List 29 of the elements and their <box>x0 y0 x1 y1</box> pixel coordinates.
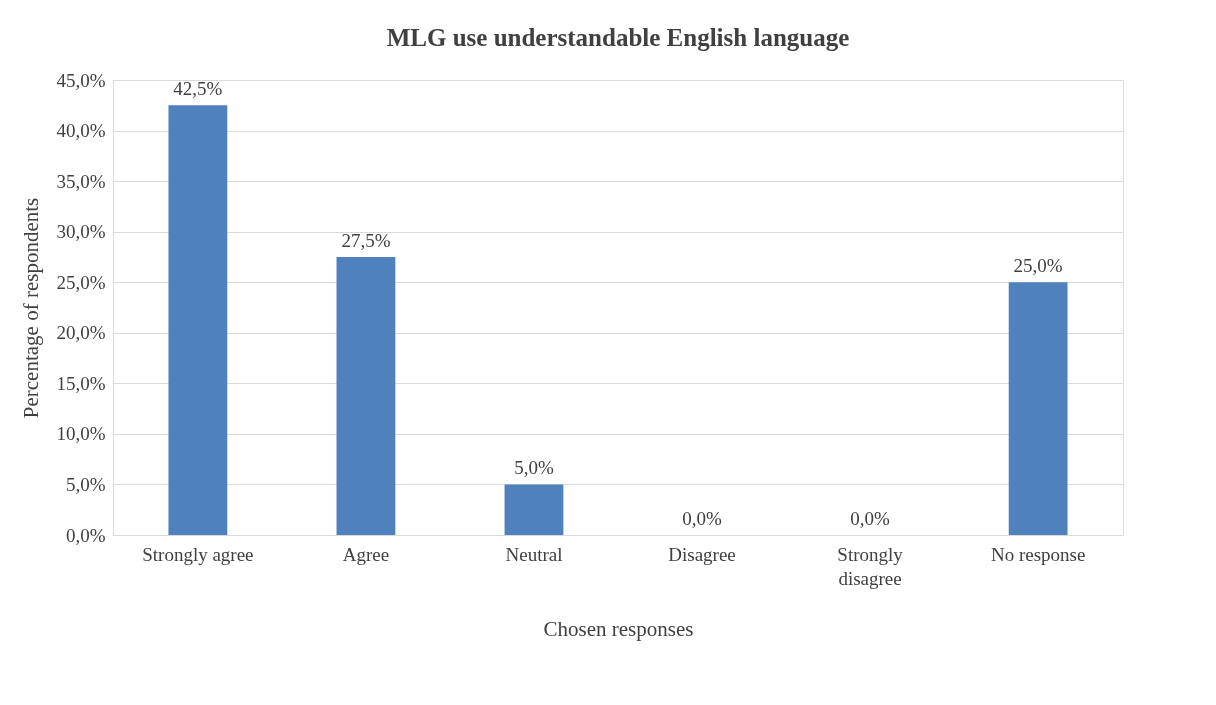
y-tick-label: 30,0% <box>56 221 106 243</box>
x-tick-label: Strongly disagree <box>837 543 904 589</box>
bar <box>504 484 564 535</box>
y-tick-label: 35,0% <box>56 170 106 192</box>
y-tick-label: 40,0% <box>56 120 106 142</box>
y-tick-label: 45,0% <box>56 69 106 91</box>
x-tick-label: Neutral <box>505 543 563 565</box>
data-label: 5,0% <box>514 457 554 479</box>
y-tick-label: 5,0% <box>65 473 106 495</box>
bar <box>168 105 228 535</box>
bar <box>1008 282 1068 535</box>
data-label: 0,0% <box>682 508 722 529</box>
x-tick-label: Agree <box>342 543 390 565</box>
x-tick-label: No response <box>990 543 1086 565</box>
y-tick-label: 25,0% <box>56 271 106 293</box>
x-tick-label: Strongly agree <box>142 543 254 565</box>
x-axis-title: Chosen responses <box>543 616 694 641</box>
y-axis-title: Percentage of respondents <box>19 197 44 419</box>
data-label: 25,0% <box>1013 255 1063 277</box>
bar <box>336 256 396 535</box>
data-label: 42,5% <box>173 78 223 100</box>
data-label: 27,5% <box>341 229 391 251</box>
y-tick-label: 15,0% <box>56 372 106 394</box>
y-tick-label: 10,0% <box>56 423 106 445</box>
data-label: 0,0% <box>850 508 891 529</box>
x-tick-label: Disagree <box>668 543 736 565</box>
chart-title: MLG use understandable English language <box>386 24 850 51</box>
y-tick-label: 20,0% <box>56 322 106 344</box>
y-tick-label: 0,0% <box>65 524 106 546</box>
